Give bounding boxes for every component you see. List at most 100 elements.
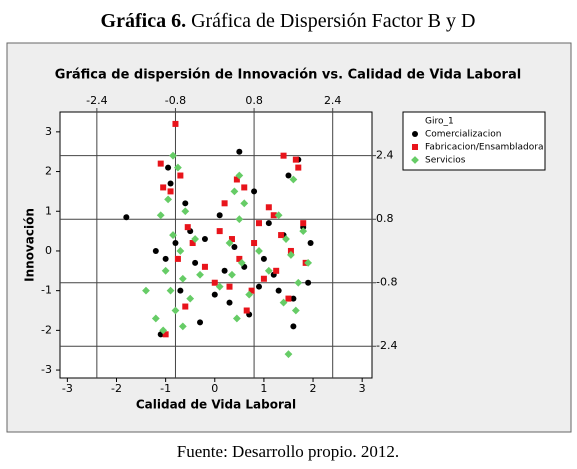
legend (402, 111, 546, 171)
point (255, 247, 263, 255)
point (159, 326, 168, 335)
x-tick-label: -2 (111, 382, 122, 395)
y-axis-label: Innovación (23, 208, 37, 282)
point (292, 156, 299, 163)
point (174, 255, 181, 262)
point (299, 227, 308, 236)
y-tick-label: 1 (45, 204, 52, 217)
point (235, 215, 244, 224)
point (305, 279, 312, 286)
point (273, 267, 280, 274)
point (231, 243, 238, 250)
point (304, 258, 313, 267)
legend-marker (412, 131, 418, 137)
point (285, 172, 292, 179)
legend-title: Giro_1 (425, 117, 454, 127)
point (251, 188, 258, 195)
point (176, 247, 185, 255)
top-tick-label: -2.4 (86, 94, 107, 107)
point (280, 152, 287, 159)
point (178, 274, 187, 283)
caption-label: Gráfica 6. (101, 10, 187, 32)
plot-area (59, 111, 373, 379)
point (151, 314, 160, 323)
point (251, 240, 258, 247)
point (274, 211, 283, 220)
point (287, 247, 294, 254)
x-tick-label: -3 (62, 382, 73, 395)
right-tick-label: -0.8 (376, 276, 397, 289)
point (181, 207, 190, 216)
point (233, 176, 240, 183)
legend-marker (411, 156, 419, 164)
point (182, 303, 189, 310)
point (236, 148, 243, 155)
point (225, 239, 234, 247)
point (228, 270, 236, 279)
point (255, 220, 262, 227)
x-tick-label: 0 (211, 382, 218, 395)
point (192, 259, 199, 266)
right-tick-label: 2.4 (376, 149, 394, 162)
y-tick-label: 0 (45, 244, 52, 257)
point (215, 282, 224, 291)
point (165, 164, 172, 171)
point (260, 255, 267, 262)
x-axis-label: Calidad de Vida Laboral (136, 398, 296, 412)
caption: Gráfica 6. Gráfica de Dispersión Factor B… (101, 10, 476, 32)
x-tick-label: -1 (160, 382, 171, 395)
point (226, 283, 233, 290)
point (211, 279, 218, 286)
point (191, 235, 200, 243)
x-tick-label: 3 (359, 382, 366, 395)
point (177, 287, 184, 294)
point (275, 287, 282, 294)
point (142, 286, 150, 295)
point (287, 251, 295, 259)
right-tick-label: -2.4 (376, 339, 397, 352)
point (162, 255, 169, 262)
point (307, 240, 314, 247)
y-tick-label: -3 (41, 363, 52, 376)
point (226, 299, 233, 306)
top-tick-label: 2.4 (324, 94, 342, 107)
source: Fuente: Desarrollo propio. 2012. (177, 442, 399, 461)
point (196, 270, 204, 279)
point (178, 322, 187, 331)
point (294, 278, 303, 287)
point (278, 232, 285, 239)
y-tick-label: -1 (41, 284, 52, 297)
point (216, 212, 223, 219)
point (201, 263, 208, 270)
point (216, 228, 223, 235)
point (182, 200, 189, 207)
point (289, 175, 298, 184)
point (241, 184, 248, 191)
point (123, 214, 130, 221)
right-tick-label: 0.8 (376, 212, 394, 225)
point (290, 323, 297, 330)
point (243, 307, 250, 314)
point (255, 283, 262, 290)
point (264, 266, 273, 275)
point (171, 306, 180, 315)
point (295, 164, 302, 171)
point (186, 294, 195, 303)
point (279, 298, 288, 307)
point (291, 306, 300, 315)
legend-marker (412, 144, 418, 150)
point (235, 171, 244, 180)
y-tick-label: 2 (45, 165, 52, 178)
point (237, 258, 246, 267)
point (230, 187, 239, 196)
point (228, 236, 235, 243)
point (265, 204, 272, 211)
point (240, 199, 249, 208)
point (152, 247, 159, 254)
point (245, 290, 254, 299)
x-tick-label: 1 (260, 382, 267, 395)
point (172, 120, 179, 127)
x-tick-label: 2 (310, 382, 317, 395)
point (211, 291, 218, 298)
point (174, 163, 182, 172)
